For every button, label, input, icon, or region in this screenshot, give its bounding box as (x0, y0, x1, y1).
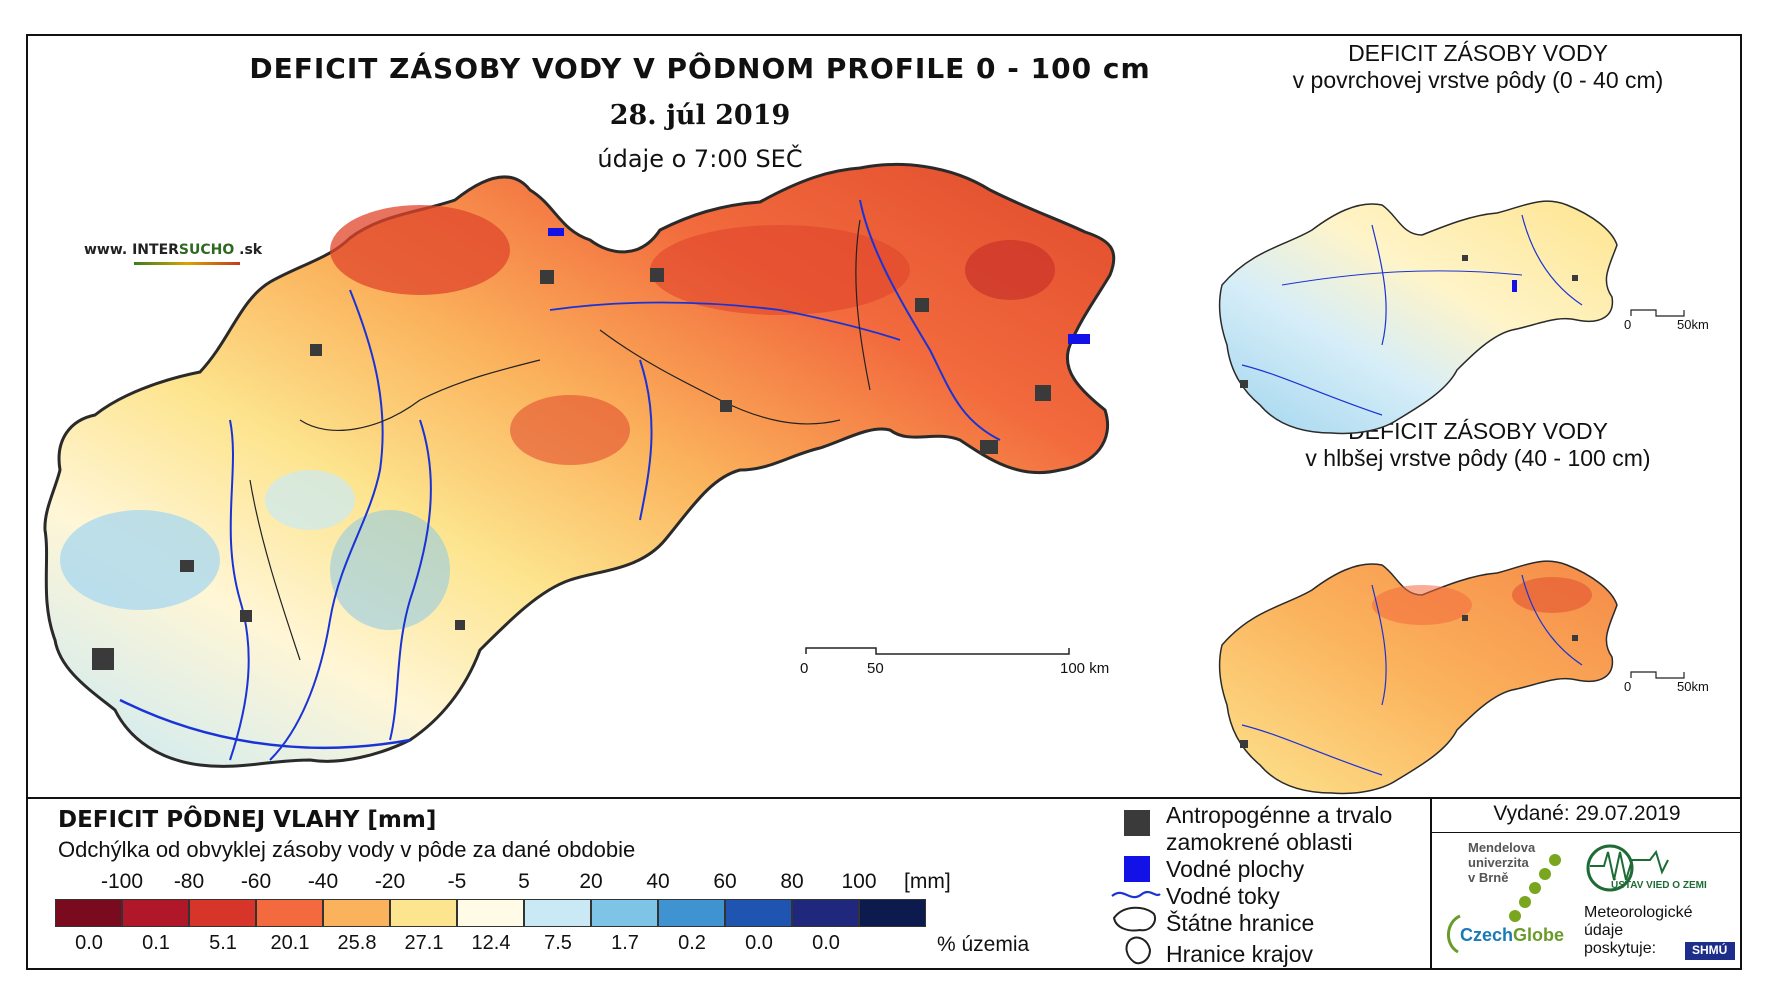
legend-percentage: 12.4 (471, 932, 511, 954)
legend-percentage: 5.1 (209, 932, 237, 954)
main-scale-bar (805, 647, 1070, 655)
mendel-line1: Mendelova (1468, 840, 1536, 855)
key-symbols (1111, 810, 1161, 965)
czechglobe-a: Czech (1460, 925, 1514, 945)
issued-divider (1430, 832, 1742, 833)
legend-swatch (390, 899, 457, 927)
legend-swatch (591, 899, 658, 927)
legend-swatch (658, 899, 725, 927)
key-water-bodies: Vodné plochy (1166, 856, 1305, 882)
legend-swatch (55, 899, 122, 927)
main-scale-start: 0 (800, 660, 809, 677)
legend-break-label: 100 (841, 870, 877, 893)
main-scale-end: 100 km (1060, 660, 1110, 677)
legend-break-label: -60 (240, 870, 272, 893)
met-line1: Meteorologické (1584, 904, 1693, 921)
inset-bottom-scale-end: 50km (1677, 679, 1709, 694)
info-divider (1430, 797, 1432, 970)
legend-break-label: 20 (579, 870, 603, 893)
legend-percentage: 7.5 (544, 932, 572, 954)
inset-bottom-map[interactable] (1218, 560, 1618, 795)
legend-break-label: -80 (173, 870, 205, 893)
legend-percentage: 0.1 (142, 932, 170, 954)
legend-break-label: -20 (374, 870, 406, 893)
legend-title: DEFICIT PÔDNEJ VLAHY [mm] (58, 807, 437, 833)
legend-percentage: 0.0 (745, 932, 773, 954)
legend-swatch (725, 899, 792, 927)
legend-break-label: 5 (518, 870, 530, 893)
map-date: 28. júl 2019 (609, 100, 791, 131)
legend-swatch (323, 899, 390, 927)
site-suffix: .sk (234, 242, 263, 258)
shmu-text: SHMÚ (1692, 943, 1728, 957)
key-region-border: Hranice krajov (1166, 941, 1313, 967)
key-urban: Antropogénne a trvalo zamokrené oblasti (1166, 802, 1392, 856)
legend-break-label: 40 (646, 870, 670, 893)
mendel-line3: v Brně (1468, 870, 1509, 885)
met-line3: poskytuje: (1584, 940, 1657, 957)
main-map[interactable] (43, 162, 1116, 768)
legend-break-label: -40 (307, 870, 339, 893)
legend-percentage: 0.2 (678, 932, 706, 954)
mendel-logo: Mendelova univerzita v Brně (1468, 840, 1535, 885)
inset-top-title: DEFICIT ZÁSOBY VODY v povrchovej vrstve … (1258, 40, 1698, 94)
key-urban-line2: zamokrené oblasti (1166, 829, 1353, 855)
key-rivers: Vodné toky (1166, 883, 1280, 909)
legend-swatch (122, 899, 189, 927)
legend-break-label: 60 (713, 870, 737, 893)
legend-swatch (189, 899, 256, 927)
legend-swatch (859, 899, 926, 927)
legend-percentage: 20.1 (270, 932, 310, 954)
site-prefix: www. INTER (84, 242, 179, 258)
key-state-border: Štátne hranice (1166, 910, 1315, 936)
map-time-note: údaje o 7:00 SEČ (597, 145, 803, 173)
main-scale-mid: 50 (867, 660, 884, 677)
inset-top-scale-end: 50km (1677, 317, 1709, 332)
inset-top-title-line2: v povrchovej vrstve pôdy (0 - 40 cm) (1292, 67, 1664, 93)
inset-bottom-title-line2: v hlbšej vrstve pôdy (40 - 100 cm) (1305, 445, 1651, 471)
legend-percentage: 25.8 (337, 932, 377, 954)
legend-percentage: 0.0 (75, 932, 103, 954)
inset-bottom-scale-start: 0 (1624, 679, 1632, 694)
met-provider: Meteorologické údaje poskytuje: (1584, 904, 1693, 958)
shmu-logo (1685, 942, 1735, 960)
map-title: DEFICIT ZÁSOBY VODY V PÔDNOM PROFILE 0 -… (249, 52, 1151, 85)
site-accent: SUCHO (178, 242, 235, 258)
legend-swatch (524, 899, 591, 927)
czechglobe-b: Globe (1513, 925, 1565, 945)
inset-top-map[interactable] (1218, 200, 1618, 435)
legend-break-label: -5 (447, 870, 467, 893)
uvgz-text: ÚSTAV VIED O ZEMI (1611, 880, 1707, 891)
mendel-line2: univerzita (1468, 855, 1529, 870)
inset-top-scale-start: 0 (1624, 317, 1632, 332)
intersucho-site[interactable]: www. INTERSUCHO .sk (84, 242, 262, 258)
legend-swatch (792, 899, 859, 927)
legend-divider (26, 797, 1742, 799)
inset-top-scale-bar (1630, 309, 1685, 317)
czechglobe-logo (1447, 914, 1461, 954)
legend-subtitle: Odchýlka od obvyklej zásoby vody v pôde … (58, 837, 636, 862)
legend-swatch (256, 899, 323, 927)
legend-percentage: 27.1 (404, 932, 444, 954)
legend-swatch (457, 899, 524, 927)
uvgz-logo (1586, 844, 1669, 892)
key-urban-line1: Antropogénne a trvalo (1166, 802, 1393, 828)
legend-unit: [mm] (904, 870, 951, 893)
mendel-dots (1509, 854, 1561, 922)
legend-percentage: 0.0 (812, 932, 840, 954)
inset-bottom-scale-bar (1630, 671, 1685, 679)
site-underline (134, 262, 240, 265)
czechglobe-text: CzechGlobe (1460, 925, 1564, 946)
issued-date: Vydané: 29.07.2019 (1493, 802, 1681, 825)
inset-top-title-line1: DEFICIT ZÁSOBY VODY (1348, 40, 1608, 66)
met-line2: údaje (1584, 922, 1624, 939)
legend-pct-label: % územia (937, 933, 1030, 956)
legend-break-label: -100 (100, 870, 144, 893)
legend-percentage: 1.7 (611, 932, 639, 954)
legend-break-label: 80 (780, 870, 804, 893)
